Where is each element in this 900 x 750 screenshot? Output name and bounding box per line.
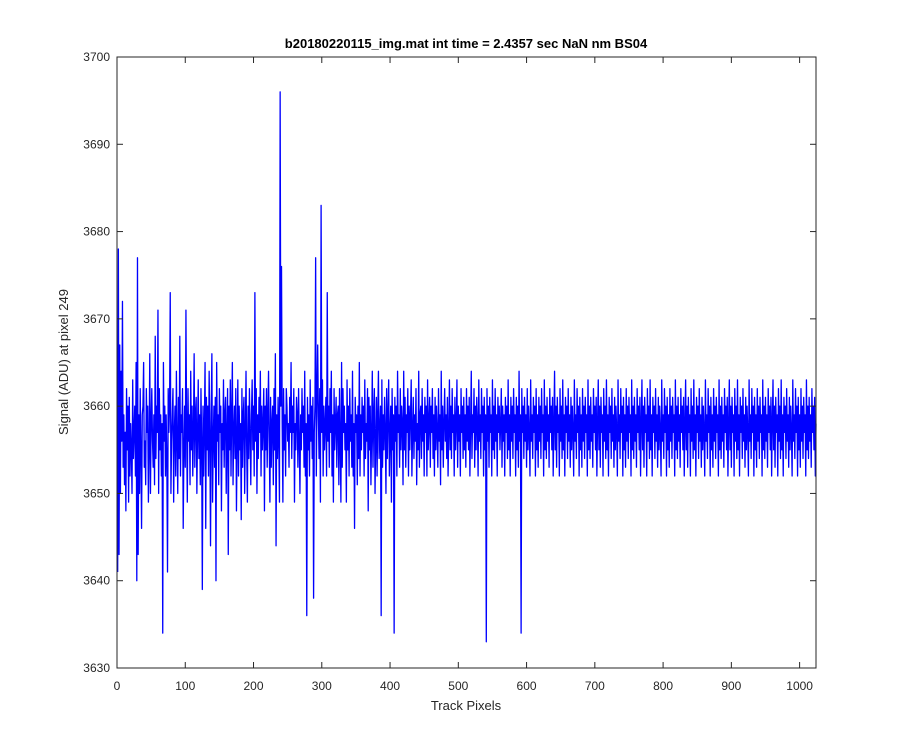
x-tick-label: 800: [653, 679, 673, 693]
x-tick-label: 100: [175, 679, 195, 693]
x-tick-label: 500: [448, 679, 468, 693]
x-axis-label: Track Pixels: [431, 698, 502, 713]
x-ticks: 0 100 200 300 400 500 600 700 800 900 1000: [114, 57, 813, 693]
y-ticks: 3630 3640 3650 3660 3670 3680 3690 3700: [83, 50, 816, 675]
y-tick-label: 3700: [83, 50, 110, 64]
x-tick-label: 700: [585, 679, 605, 693]
y-tick-label: 3660: [83, 399, 110, 413]
y-tick-label: 3680: [83, 225, 110, 239]
x-tick-label: 600: [517, 679, 537, 693]
y-tick-label: 3690: [83, 137, 110, 151]
chart-title: b20180220115_img.mat int time = 2.4357 s…: [285, 36, 648, 51]
x-tick-label: 0: [114, 679, 121, 693]
x-tick-label: 1000: [786, 679, 813, 693]
y-tick-label: 3640: [83, 574, 110, 588]
x-tick-label: 900: [721, 679, 741, 693]
y-tick-label: 3670: [83, 312, 110, 326]
y-axis-label: Signal (ADU) at pixel 249: [56, 289, 71, 435]
x-tick-label: 300: [312, 679, 332, 693]
x-tick-label: 400: [380, 679, 400, 693]
plot-area-background: [117, 57, 816, 668]
series-layer: [117, 91, 817, 643]
x-tick-label: 200: [244, 679, 264, 693]
series-line: [117, 91, 817, 643]
y-tick-label: 3630: [83, 661, 110, 675]
axes-box: [116, 56, 817, 669]
y-tick-label: 3650: [83, 486, 110, 500]
